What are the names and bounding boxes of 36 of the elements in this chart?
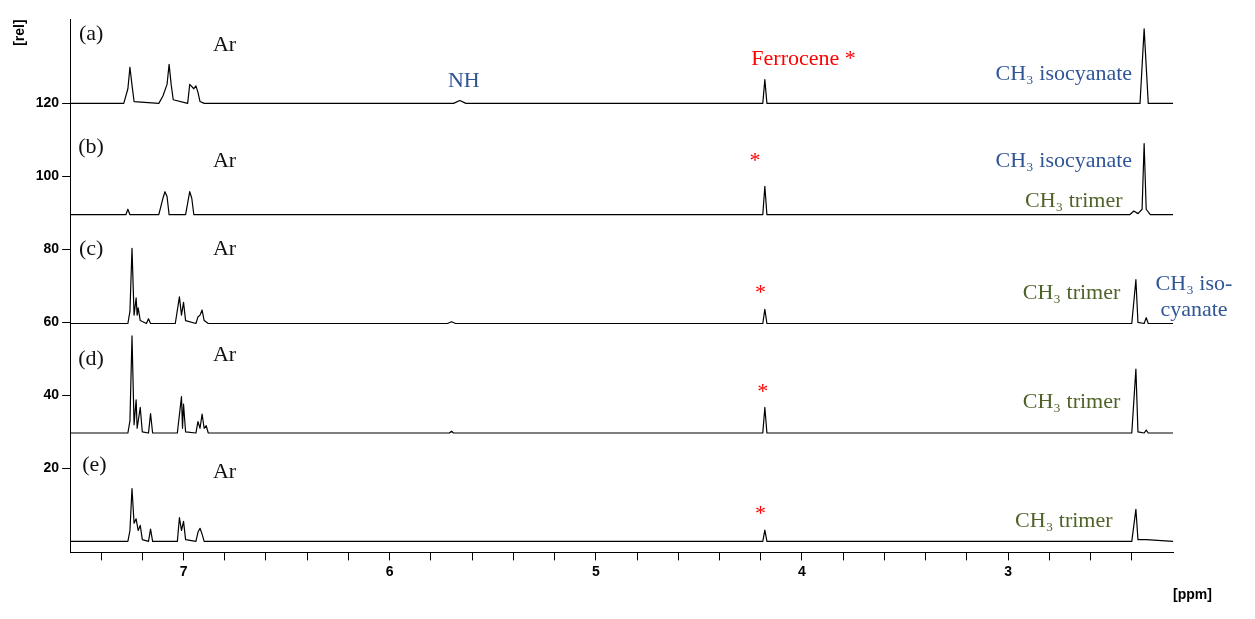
annotation: CH₃ trimer <box>1022 388 1121 414</box>
y-tick-label: 60 <box>43 313 60 330</box>
annotation: * <box>755 279 767 305</box>
y-tick-label: 40 <box>43 386 60 403</box>
annotation: (b) <box>78 133 104 159</box>
y-tick-label: 20 <box>43 459 60 476</box>
annotation: (a) <box>78 19 104 45</box>
annotation: CH₃ trimer <box>1015 507 1114 533</box>
annotation: * <box>749 147 761 173</box>
annotation: (c) <box>78 235 104 261</box>
annotation: Ar <box>212 457 237 483</box>
annotation: CH₃ trimer <box>1024 187 1124 213</box>
x-tick-label: 3 <box>1004 562 1013 579</box>
annotation: Ar <box>212 147 237 173</box>
y-tick-label: 120 <box>35 94 60 111</box>
annotation: CH₃ isocyanate <box>995 147 1133 173</box>
x-tick-label: 5 <box>591 562 600 579</box>
y-tick-label: 80 <box>43 240 60 257</box>
annotation: NH <box>447 67 480 93</box>
y-axis-title: [rel] <box>11 19 28 46</box>
annotation: Ferrocene * <box>751 45 856 71</box>
annotation: (d) <box>78 344 104 370</box>
y-tick-label: 100 <box>35 167 60 184</box>
annotation: CH₃ isocyanate <box>995 60 1133 86</box>
x-tick-label: 4 <box>798 562 807 579</box>
annotation: Ar <box>212 235 237 261</box>
annotation: Ar <box>212 340 237 366</box>
annotation: * <box>757 377 769 403</box>
annotation: Ar <box>212 30 237 56</box>
x-axis-title: [ppm] <box>1173 586 1212 603</box>
annotation: (e) <box>82 450 107 476</box>
annotation: * <box>755 499 767 525</box>
annotation: CH₃ trimer <box>1022 279 1121 305</box>
x-tick-label: 7 <box>179 562 188 579</box>
annotation: CH₃ iso- cyanate <box>1155 269 1233 321</box>
x-tick-label: 6 <box>385 562 394 579</box>
